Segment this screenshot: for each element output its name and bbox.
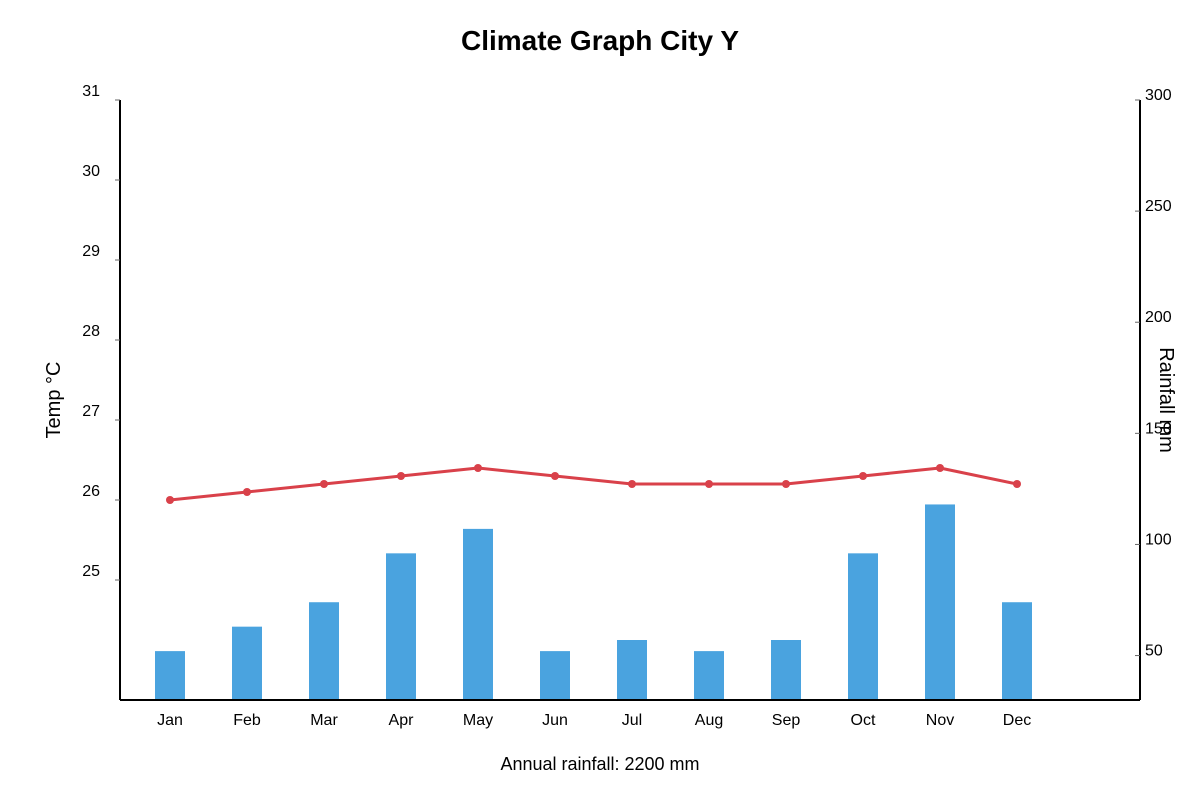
rainfall-bar-mar (309, 602, 339, 700)
left-tick-label: 31 (82, 83, 100, 100)
rainfall-bar-may (463, 528, 493, 700)
left-axis: 25 26 27 28 29 30 31 (82, 83, 121, 700)
left-tick-label: 25 (82, 563, 100, 580)
right-axis: 50 100 150 200 250 300 (1135, 87, 1172, 700)
left-axis-title: Temp °C (43, 362, 65, 439)
left-tick-label: 27 (82, 403, 100, 420)
x-tick-label-nov: Nov (926, 712, 954, 729)
left-tick-label: 26 (82, 483, 100, 500)
temperature-point-dec (1013, 480, 1021, 488)
temperature-point-jun (551, 472, 559, 480)
rainfall-bar-jun (540, 651, 570, 700)
rainfall-bar-aug (694, 651, 724, 700)
x-tick-label-apr: Apr (389, 712, 415, 729)
x-axis: Jan Feb Mar Apr May Jun Jul Aug Sep Oct Nov Dec (120, 699, 1140, 729)
x-tick-label-jul: Jul (622, 712, 642, 729)
x-tick-label-may: May (463, 712, 493, 729)
x-tick-label-sep: Sep (772, 712, 801, 729)
x-tick-label-jun: Jun (542, 712, 568, 729)
chart-title: Climate Graph City Y (461, 25, 739, 56)
rainfall-bar-dec (1002, 602, 1032, 700)
left-tick-label: 29 (82, 243, 100, 260)
right-tick-label: 150 (1145, 420, 1172, 437)
x-tick-label-oct: Oct (851, 712, 876, 729)
line-layer (166, 464, 1021, 504)
temperature-point-mar (320, 480, 328, 488)
temperature-point-may (474, 464, 482, 472)
right-tick-label: 100 (1145, 531, 1172, 548)
bars-layer (155, 504, 1032, 700)
temperature-line (169, 466, 1018, 502)
rainfall-bar-feb (232, 626, 262, 700)
left-tick-label: 30 (82, 163, 100, 180)
x-tick-label-feb: Feb (233, 712, 261, 729)
rainfall-bar-apr (386, 553, 416, 700)
right-axis-title: Rainfall mm (1155, 347, 1177, 453)
rainfall-bar-oct (848, 553, 878, 700)
x-tick-label-mar: Mar (310, 712, 338, 729)
x-tick-label-dec: Dec (1003, 712, 1031, 729)
temperature-point-nov (936, 464, 944, 472)
annual-rainfall-note: Annual rainfall: 2200 mm (500, 754, 699, 774)
x-tick-label-aug: Aug (695, 712, 723, 729)
temperature-point-aug (705, 480, 713, 488)
right-tick-label: 200 (1145, 309, 1172, 326)
right-tick-label: 300 (1145, 87, 1172, 104)
temperature-point-apr (397, 472, 405, 480)
rainfall-bar-nov (925, 504, 955, 700)
rainfall-bar-jan (155, 651, 185, 700)
left-tick-label: 28 (82, 323, 100, 340)
rainfall-bar-sep (771, 640, 801, 700)
temperature-point-oct (859, 472, 867, 480)
x-tick-label-jan: Jan (157, 712, 183, 729)
temperature-point-feb (243, 488, 251, 496)
temperature-point-jan (166, 496, 174, 504)
right-tick-label: 250 (1145, 198, 1172, 215)
temperature-point-jul (628, 480, 636, 488)
rainfall-bar-jul (617, 640, 647, 700)
temperature-point-sep (782, 480, 790, 488)
right-tick-label: 50 (1145, 643, 1163, 660)
